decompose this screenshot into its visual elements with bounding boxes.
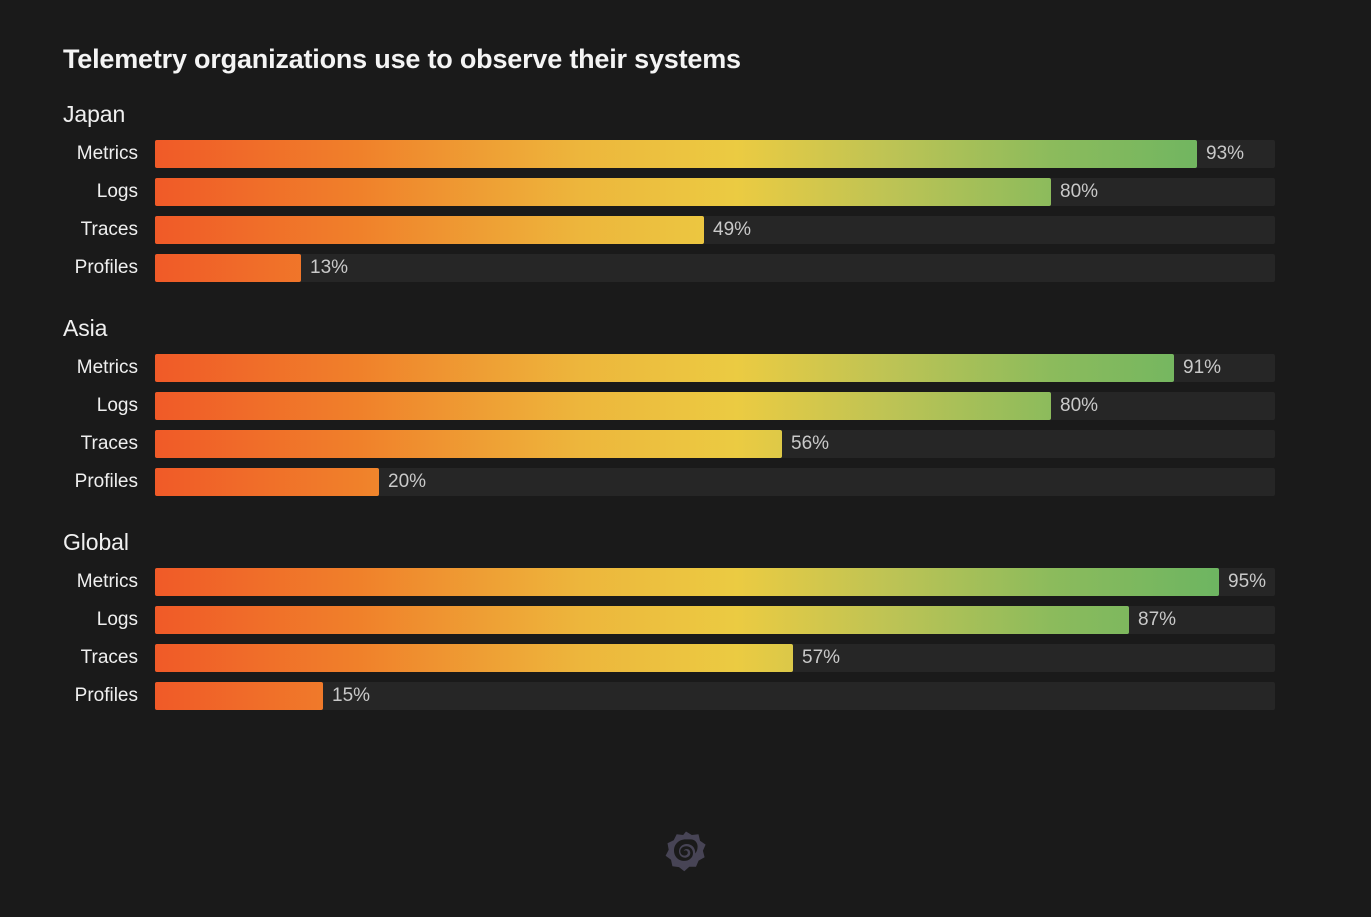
bar-track: 49%: [155, 216, 1275, 244]
page-title: Telemetry organizations use to observe t…: [63, 44, 741, 74]
bar-fill: [155, 568, 1219, 596]
bar-track: 15%: [155, 682, 1275, 710]
bar-track: 20%: [155, 468, 1275, 496]
bar-row: Traces 57%: [0, 644, 1371, 682]
bar-fill: [155, 254, 301, 282]
bar-fill: [155, 430, 782, 458]
bar-category-label: Logs: [96, 395, 138, 416]
bar-value-label: 80%: [1060, 395, 1099, 416]
bar-category-label: Traces: [80, 433, 138, 454]
bar-fill: [155, 216, 704, 244]
bar-track: 95%: [155, 568, 1275, 596]
bar-value-label: 93%: [1206, 143, 1245, 164]
bar-fill: [155, 392, 1051, 420]
bar-gradient: [155, 354, 1174, 382]
bar-category-label: Logs: [96, 609, 138, 630]
bar-fill: [155, 178, 1051, 206]
bar-track: 91%: [155, 354, 1275, 382]
bar-row: Metrics 95%: [0, 568, 1371, 606]
bar-value-label: 13%: [310, 257, 349, 278]
bar-gradient: [155, 606, 1129, 634]
bar-gradient: [155, 568, 1219, 596]
bar-category-label: Profiles: [74, 257, 138, 278]
bar-category-label: Profiles: [74, 471, 138, 492]
bar-gradient: [155, 430, 782, 458]
bar-fill: [155, 140, 1197, 168]
bar-track: 80%: [155, 392, 1275, 420]
bar-track: 56%: [155, 430, 1275, 458]
bar-group-global: Global Metrics 95% Logs 87% Traces 57% Profiles…: [0, 528, 1371, 720]
bar-value-label: 80%: [1060, 181, 1099, 202]
bar-row: Traces 56%: [0, 430, 1371, 468]
bar-value-label: 49%: [713, 219, 752, 240]
bar-fill: [155, 644, 793, 672]
bar-row: Profiles 20%: [0, 468, 1371, 506]
bar-row: Traces 49%: [0, 216, 1371, 254]
bar-value-label: 57%: [802, 647, 841, 668]
bar-row: Logs 87%: [0, 606, 1371, 644]
bar-gradient: [155, 468, 379, 496]
bar-category-label: Logs: [96, 181, 138, 202]
bar-value-label: 87%: [1138, 609, 1177, 630]
bar-row: Profiles 13%: [0, 254, 1371, 292]
bar-fill: [155, 606, 1129, 634]
bar-gradient: [155, 216, 704, 244]
bar-value-label: 15%: [332, 685, 371, 706]
bar-gradient: [155, 178, 1051, 206]
bar-gradient: [155, 682, 323, 710]
group-heading: Japan: [63, 101, 126, 127]
bar-value-label: 56%: [791, 433, 830, 454]
bar-row: Metrics 91%: [0, 354, 1371, 392]
bar-row: Metrics 93%: [0, 140, 1371, 178]
bar-gradient: [155, 644, 793, 672]
bar-row: Logs 80%: [0, 178, 1371, 216]
bar-value-label: 20%: [388, 471, 427, 492]
bar-fill: [155, 354, 1174, 382]
bar-category-label: Metrics: [76, 357, 138, 378]
bar-category-label: Metrics: [76, 143, 138, 164]
bar-category-label: Traces: [80, 647, 138, 668]
bar-row: Profiles 15%: [0, 682, 1371, 720]
group-heading: Asia: [63, 315, 108, 341]
bar-value-label: 95%: [1228, 571, 1267, 592]
bar-track: 13%: [155, 254, 1275, 282]
bar-track: 57%: [155, 644, 1275, 672]
bar-gradient: [155, 392, 1051, 420]
bar-row: Logs 80%: [0, 392, 1371, 430]
bar-track: 87%: [155, 606, 1275, 634]
footer-logo: [0, 830, 1371, 880]
bar-category-label: Traces: [80, 219, 138, 240]
bar-gradient: [155, 254, 301, 282]
bar-category-label: Profiles: [74, 685, 138, 706]
bar-gradient: [155, 140, 1197, 168]
bar-category-label: Metrics: [76, 571, 138, 592]
bar-fill: [155, 468, 379, 496]
bar-chart-groups: Japan Metrics 93% Logs 80% Traces 49% Profiles 1…: [0, 100, 1371, 742]
bar-group-asia: Asia Metrics 91% Logs 80% Traces 56% Profiles 20…: [0, 314, 1371, 506]
bar-value-label: 91%: [1183, 357, 1222, 378]
bar-track: 80%: [155, 178, 1275, 206]
bar-group-japan: Japan Metrics 93% Logs 80% Traces 49% Profiles 1…: [0, 100, 1371, 292]
grafana-logo-icon: [665, 831, 706, 872]
bar-track: 93%: [155, 140, 1275, 168]
group-heading: Global: [63, 529, 129, 555]
bar-fill: [155, 682, 323, 710]
